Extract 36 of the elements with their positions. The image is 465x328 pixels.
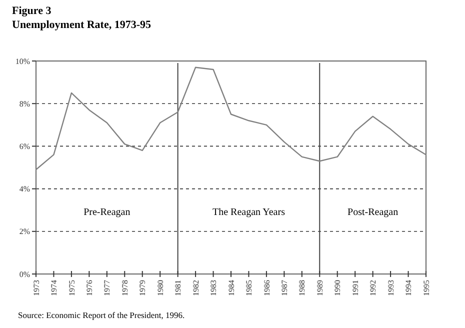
x-tick-label: 1974 [50, 280, 59, 296]
x-tick-label: 1995 [422, 280, 431, 296]
x-tick-label: 1993 [386, 280, 396, 296]
x-tick-label: 1983 [209, 280, 218, 296]
annotation: The Reagan Years [212, 207, 286, 218]
source-note: Source: Economic Report of the President, 1996. [18, 310, 185, 320]
x-tick-label: 1977 [102, 280, 112, 296]
x-tick-label: 1981 [174, 280, 183, 296]
x-tick-label: 1975 [67, 280, 76, 296]
x-tick-label: 1992 [368, 280, 378, 296]
x-tick-label: 1988 [298, 280, 307, 296]
y-tick-label: 10% [15, 56, 30, 66]
line-series [35, 66, 427, 170]
y-tick-label: 2% [19, 227, 30, 236]
chart-title: Figure 3 [12, 5, 52, 17]
x-tick-label: 1989 [315, 280, 324, 296]
x-tick-label: 1984 [226, 280, 236, 296]
y-tick-label: 8% [19, 99, 30, 108]
chart-subtitle: Unemployment Rate, 1973-95 [12, 19, 152, 31]
y-tick-label: 6% [19, 142, 30, 151]
annotation: Post-Reagan [348, 207, 398, 218]
x-tick-label: 1976 [84, 280, 94, 296]
x-tick-label: 1979 [138, 280, 148, 296]
x-tick-label: 1980 [156, 280, 165, 296]
x-tick-label: 1985 [244, 280, 254, 296]
y-tick-label: 0% [19, 270, 30, 279]
x-tick-label: 1991 [350, 280, 360, 296]
x-tick-label: 1994 [404, 280, 414, 296]
x-tick-label: 1986 [262, 280, 272, 296]
annotation: Pre-Reagan [84, 207, 130, 218]
x-tick-label: 1973 [32, 280, 41, 296]
x-tick-label: 1978 [120, 280, 130, 296]
x-tick-label: 1987 [280, 280, 289, 296]
x-tick-label: 1982 [191, 280, 200, 296]
y-tick-label: 4% [19, 184, 30, 194]
x-tick-label: 1990 [333, 280, 342, 296]
